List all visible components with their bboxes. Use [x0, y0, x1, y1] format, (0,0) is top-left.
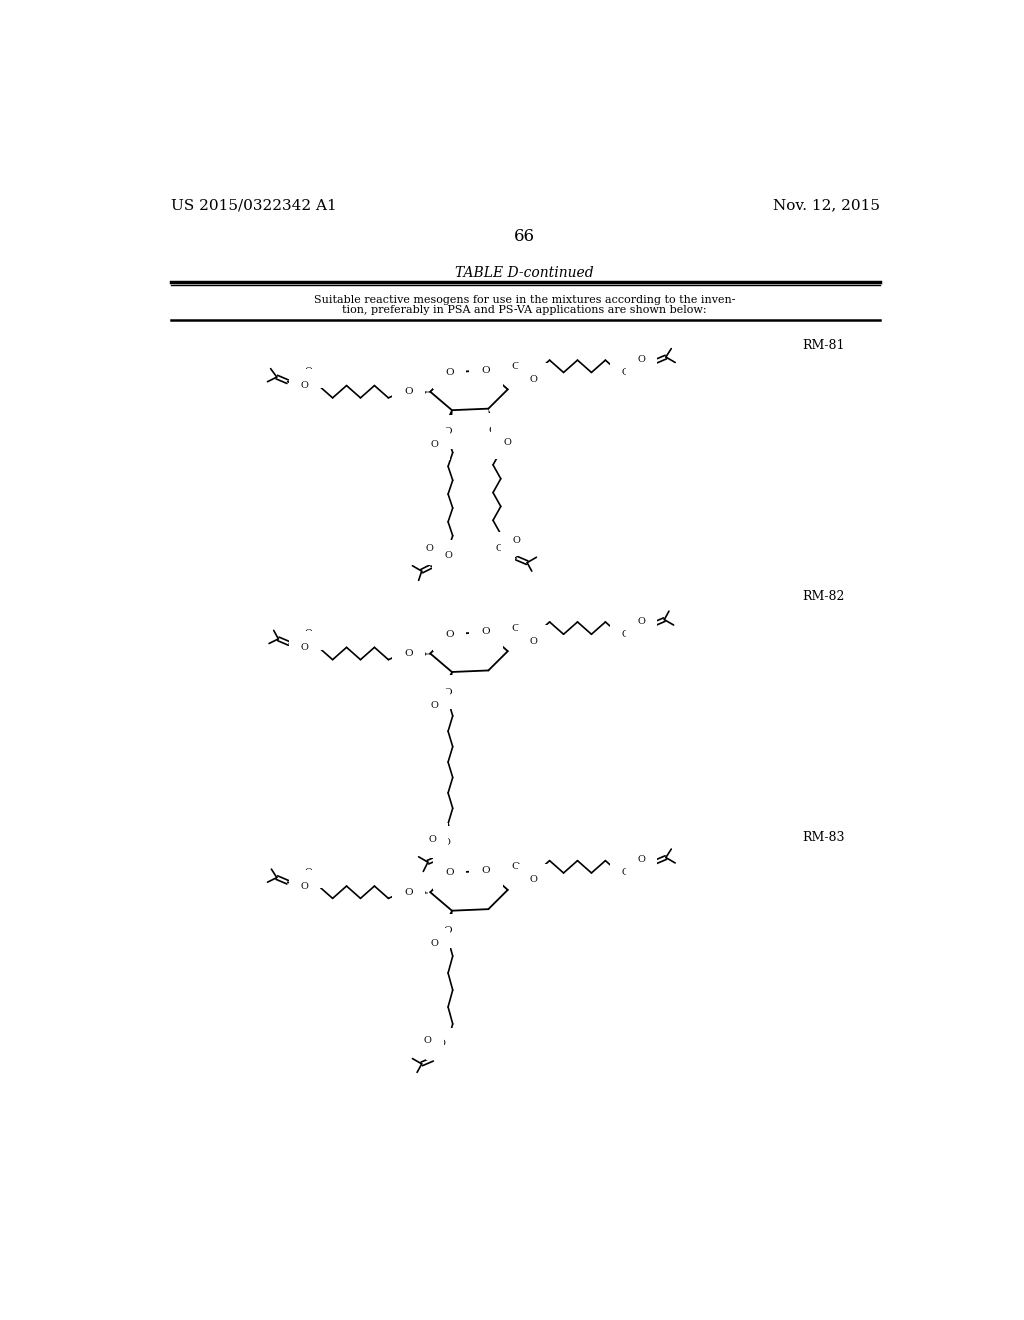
Text: O: O: [445, 368, 454, 378]
Text: O: O: [638, 355, 646, 364]
Text: O: O: [638, 616, 646, 626]
Text: Nov. 12, 2015: Nov. 12, 2015: [773, 198, 880, 213]
Text: O: O: [638, 855, 646, 865]
Text: Suitable reactive mesogens for use in the mixtures according to the inven-: Suitable reactive mesogens for use in th…: [314, 294, 735, 305]
Text: O: O: [496, 544, 503, 553]
Text: O: O: [429, 834, 436, 843]
Polygon shape: [445, 911, 452, 925]
Text: O: O: [426, 544, 433, 553]
Text: RM-81: RM-81: [802, 339, 845, 352]
Text: O: O: [488, 426, 498, 434]
Text: O: O: [511, 362, 520, 371]
Text: O: O: [503, 438, 511, 447]
Text: O: O: [444, 552, 452, 560]
Text: O: O: [404, 649, 413, 657]
Text: O: O: [481, 627, 490, 636]
Text: O: O: [445, 869, 454, 878]
Text: O: O: [442, 838, 451, 846]
Text: O: O: [304, 630, 312, 638]
Text: O: O: [301, 381, 308, 389]
Text: O: O: [481, 366, 490, 375]
Text: O: O: [430, 440, 438, 449]
Text: O: O: [424, 1036, 432, 1045]
Text: O: O: [529, 375, 538, 384]
Text: tion, preferably in PSA and PS-VA applications are shown below:: tion, preferably in PSA and PS-VA applic…: [342, 305, 708, 315]
Text: O: O: [622, 368, 630, 378]
Text: TABLE D-continued: TABLE D-continued: [456, 267, 594, 280]
Text: RM-83: RM-83: [802, 830, 845, 843]
Text: O: O: [622, 630, 630, 639]
Text: O: O: [430, 940, 438, 948]
Text: O: O: [622, 869, 630, 878]
Text: O: O: [304, 367, 312, 376]
Text: O: O: [438, 1039, 445, 1048]
Text: O: O: [529, 875, 538, 884]
Text: O: O: [511, 623, 520, 632]
Text: O: O: [304, 867, 312, 876]
Polygon shape: [445, 672, 452, 686]
Text: O: O: [443, 688, 453, 697]
Text: O: O: [481, 866, 490, 875]
Text: O: O: [445, 630, 454, 639]
Text: O: O: [512, 536, 520, 545]
Text: O: O: [430, 701, 438, 710]
Text: O: O: [511, 862, 520, 871]
Text: US 2015/0322342 A1: US 2015/0322342 A1: [171, 198, 336, 213]
Text: 66: 66: [514, 227, 536, 244]
Text: O: O: [443, 927, 453, 935]
Text: O: O: [301, 882, 308, 891]
Polygon shape: [445, 411, 452, 426]
Text: O: O: [404, 387, 413, 396]
Text: RM-82: RM-82: [802, 590, 845, 603]
Text: O: O: [529, 636, 538, 645]
Text: O: O: [443, 428, 453, 436]
Text: O: O: [404, 888, 413, 896]
Text: O: O: [301, 643, 308, 652]
